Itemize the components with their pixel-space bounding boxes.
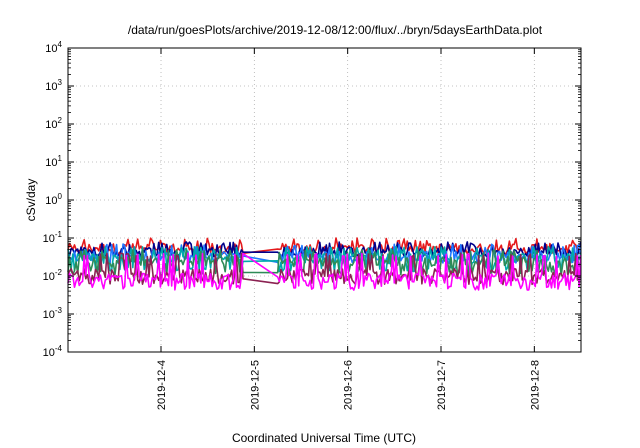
x-axis-ticks: 2019-12-4 2019-12-5 2019-12-6 2019-12-7 2019… xyxy=(156,48,541,410)
y-tick-label: 10-4 xyxy=(43,344,63,359)
x-tick-label: 2019-12-8 xyxy=(529,360,541,410)
y-tick-label: 10-3 xyxy=(43,306,63,321)
x-tick-label: 2019-12-7 xyxy=(436,360,448,410)
plot-series xyxy=(67,237,582,291)
chart-title: /data/run/goesPlots/archive/2019-12-08/1… xyxy=(128,23,543,37)
y-tick-label: 102 xyxy=(45,116,62,131)
y-tick-label: 10-2 xyxy=(43,268,63,283)
series-line-7 xyxy=(67,252,582,291)
y-axis-ticks: 10-4 10-3 10-2 10-1 100 101 102 103 104 xyxy=(43,40,581,359)
x-tick-label: 2019-12-5 xyxy=(249,360,261,410)
x-tick-label: 2019-12-4 xyxy=(156,360,168,410)
x-axis-label: Coordinated Universal Time (UTC) xyxy=(232,431,416,445)
grid-lines xyxy=(68,48,581,352)
series-line-1 xyxy=(67,237,582,255)
y-tick-label: 101 xyxy=(45,154,62,169)
y-tick-label: 104 xyxy=(45,40,62,55)
y-tick-label: 10-1 xyxy=(43,230,63,245)
series-line-6 xyxy=(67,252,582,286)
y-tick-label: 100 xyxy=(45,192,62,207)
y-axis-label: cSv/day xyxy=(24,179,38,222)
x-tick-label: 2019-12-6 xyxy=(343,360,355,410)
y-tick-label: 103 xyxy=(45,78,62,93)
